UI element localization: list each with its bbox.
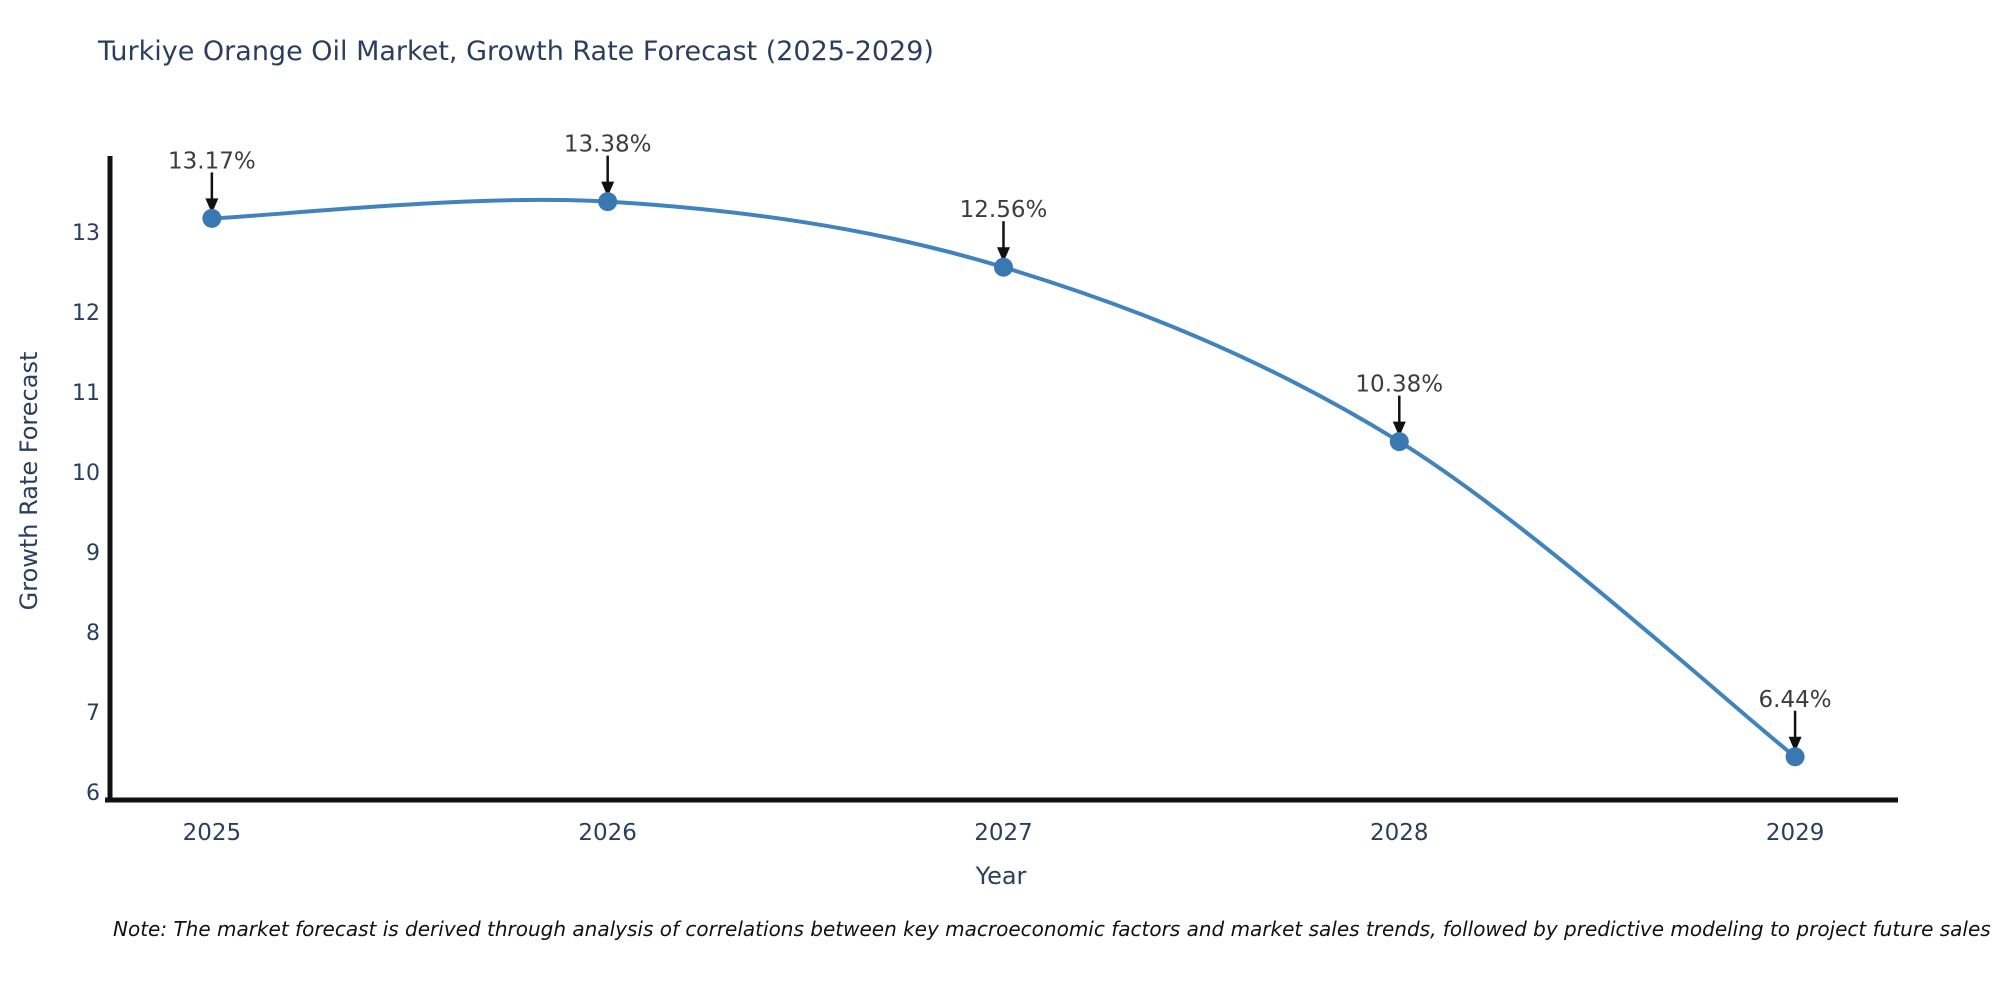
data-point-marker [1389, 432, 1409, 452]
x-tick-label: 2026 [578, 820, 637, 846]
data-point-marker [598, 192, 618, 212]
y-tick-label: 7 [86, 701, 100, 726]
y-tick-label: 8 [86, 621, 100, 646]
y-tick-label: 11 [72, 381, 100, 406]
annotation-arrow-head [996, 247, 1010, 263]
x-tick-label: 2029 [1766, 820, 1825, 846]
data-point-marker [202, 208, 222, 228]
y-tick-label: 12 [72, 301, 100, 326]
annotation-label: 13.38% [564, 132, 652, 158]
x-tick-label: 2027 [974, 820, 1033, 846]
y-tick-label: 13 [72, 221, 100, 246]
y-tick-label: 9 [86, 541, 100, 566]
annotation-label: 12.56% [960, 197, 1048, 223]
annotation-arrow-head [1788, 736, 1802, 752]
y-tick-label: 6 [86, 781, 100, 806]
annotation-label: 6.44% [1759, 687, 1832, 713]
x-axis-title: Year [975, 862, 1027, 890]
data-point-marker [1785, 747, 1805, 767]
x-tick-label: 2028 [1370, 820, 1429, 846]
annotation-arrow-head [601, 181, 615, 197]
annotation-label: 13.17% [168, 148, 256, 174]
footnote: Note: The market forecast is derived thr… [113, 917, 1991, 941]
x-tick-label: 2025 [183, 820, 242, 846]
annotation-label: 10.38% [1355, 372, 1443, 398]
annotation-arrow-head [205, 198, 219, 214]
forecast-line [209, 197, 1798, 759]
chart-title: Turkiye Orange Oil Market, Growth Rate F… [98, 36, 934, 67]
y-tick-label: 10 [72, 461, 100, 486]
annotation-arrow-head [1392, 421, 1406, 437]
data-point-marker [993, 257, 1013, 277]
